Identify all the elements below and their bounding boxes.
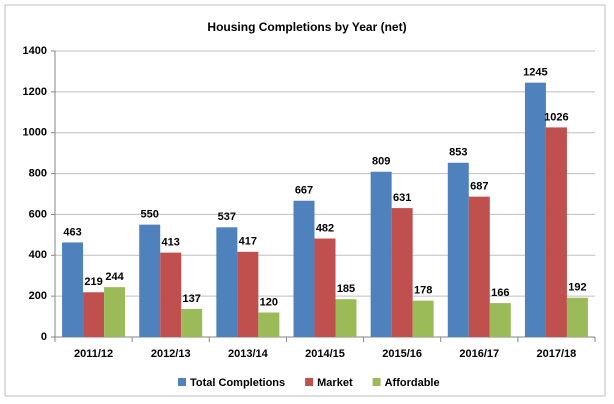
y-tick-label: 800: [29, 167, 47, 179]
x-tick-label: 2014/15: [305, 348, 345, 360]
data-label: 137: [183, 293, 201, 305]
legend-label: Affordable: [385, 377, 440, 389]
bar: [216, 227, 238, 337]
bar: [181, 309, 203, 337]
data-label: 185: [337, 283, 355, 295]
bar: [468, 196, 490, 337]
data-label: 1026: [544, 111, 568, 123]
bar: [62, 242, 84, 337]
legend-label: Total Completions: [190, 377, 285, 389]
y-tick-label: 0: [41, 331, 47, 343]
data-label: 244: [105, 271, 124, 283]
data-label: 1245: [523, 67, 547, 79]
legend-swatch: [178, 378, 186, 386]
data-label: 537: [218, 211, 236, 223]
data-label: 809: [372, 156, 390, 168]
data-label: 413: [162, 237, 180, 249]
bar: [258, 312, 280, 337]
bar: [314, 238, 336, 337]
data-label: 687: [470, 181, 488, 193]
bar: [412, 300, 434, 337]
y-tick-label: 200: [29, 290, 47, 302]
bar: [447, 162, 469, 337]
x-tick-label: 2017/18: [537, 348, 577, 360]
y-tick-label: 1200: [23, 86, 47, 98]
x-tick-label: 2012/13: [151, 348, 191, 360]
bar: [293, 200, 315, 337]
bar: [83, 292, 105, 337]
chart-title: Housing Completions by Year (net): [207, 20, 406, 34]
bar: [524, 82, 546, 338]
bar: [160, 252, 182, 337]
data-label: 667: [295, 185, 313, 197]
x-tick-label: 2013/14: [228, 348, 269, 360]
data-label: 178: [414, 285, 432, 297]
y-tick-label: 600: [29, 208, 47, 220]
legend-swatch: [372, 378, 381, 386]
bar: [335, 299, 357, 337]
data-label: 463: [63, 226, 81, 238]
bar: [545, 127, 567, 337]
bar: [566, 297, 588, 337]
y-tick-label: 1400: [23, 45, 47, 57]
bar: [391, 208, 413, 337]
data-label: 219: [84, 276, 102, 288]
data-label: 120: [260, 296, 278, 308]
data-label: 550: [141, 209, 159, 221]
data-label: 166: [491, 287, 509, 299]
data-label: 417: [239, 236, 257, 248]
data-label: 631: [393, 192, 411, 204]
x-tick-label: 2011/12: [74, 348, 113, 360]
y-tick-label: 1000: [23, 127, 47, 139]
data-label: 192: [568, 282, 586, 294]
legend-swatch: [305, 378, 314, 386]
bar: [139, 224, 161, 337]
y-tick-label: 400: [29, 249, 47, 261]
data-label: 853: [449, 147, 467, 159]
x-tick-label: 2015/16: [382, 348, 422, 360]
bar: [104, 287, 126, 337]
legend-label: Market: [317, 377, 353, 389]
x-tick-label: 2016/17: [459, 348, 499, 360]
bar: [489, 303, 511, 337]
data-label: 482: [316, 222, 334, 234]
bar: [237, 251, 259, 337]
bar: [370, 171, 392, 337]
